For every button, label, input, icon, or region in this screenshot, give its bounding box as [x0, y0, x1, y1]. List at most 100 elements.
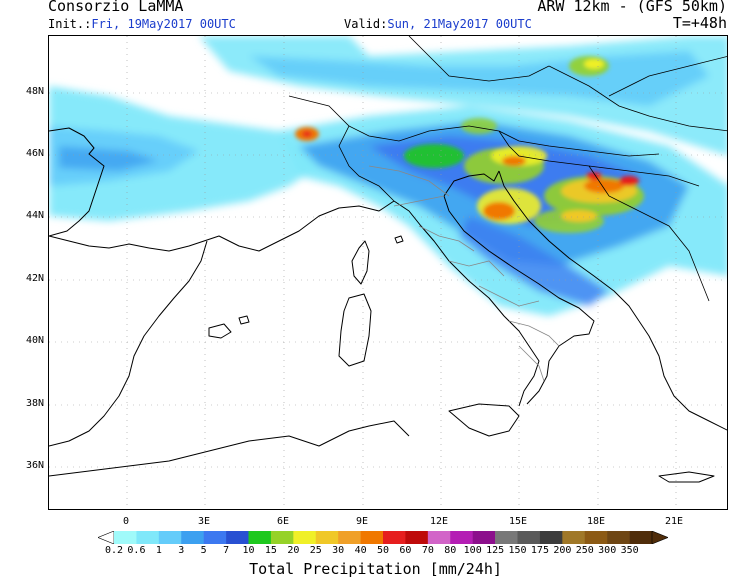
- colorbar-swatch: [136, 531, 160, 544]
- colorbar-label: 70: [421, 545, 434, 556]
- colorbar-label: 300: [598, 545, 617, 556]
- init-time: Init.:Fri, 19May2017 00UTC: [48, 17, 236, 31]
- colorbar-right-arrow: [651, 531, 668, 544]
- init-key: Init.:: [48, 17, 92, 31]
- colorbar-swatch: [517, 531, 541, 544]
- balearic-mallorca: [208, 323, 232, 339]
- coast-iberia-north: [49, 235, 150, 249]
- colorbar-swatch: [427, 531, 451, 544]
- init-value: Fri, 19May2017 00UTC: [91, 17, 236, 31]
- colorbar-label: 125: [486, 545, 505, 556]
- colorbar-label: 200: [553, 545, 572, 556]
- coast-spain-east: [49, 240, 208, 447]
- precip-cores: [295, 56, 644, 233]
- map-canvas: [49, 36, 727, 509]
- colorbar-label: 0.2: [105, 545, 124, 556]
- colorbar-swatch: [629, 531, 653, 544]
- colorbar-swatch: [270, 531, 294, 544]
- colorbar-label: 50: [377, 545, 390, 556]
- colorbar-swatch: [584, 531, 608, 544]
- colorbar-label: 100: [463, 545, 482, 556]
- precipitation-map: [48, 35, 728, 510]
- coast-croatia: [498, 170, 640, 322]
- model-title: ARW 12km - (GFS 50km): [537, 0, 727, 15]
- colorbar-swatch: [158, 531, 182, 544]
- colorbar-swatch: [315, 531, 339, 544]
- crete: [658, 471, 715, 483]
- colorbar-swatch: [539, 531, 563, 544]
- lon-tick-12e: 12E: [430, 516, 449, 527]
- colorbar-swatch: [293, 531, 317, 544]
- colorbar-label: 350: [620, 545, 639, 556]
- colorbar-label: 60: [399, 545, 412, 556]
- colorbar-swatch: [203, 531, 227, 544]
- colorbar-label: 5: [200, 545, 207, 556]
- colorbar-swatch: [383, 531, 406, 544]
- coast-balkans: [638, 320, 727, 431]
- colorbar-label: 0.6: [127, 545, 146, 556]
- lat-tick-38n: 38N: [26, 398, 45, 409]
- coast-italy-east: [443, 195, 595, 405]
- lon-tick-15e: 15E: [509, 516, 528, 527]
- colorbar-swatch: [450, 531, 473, 544]
- colorbar-swatch: [248, 531, 272, 544]
- colorbar-swatch: [495, 531, 518, 544]
- lat-tick-40n: 40N: [26, 335, 45, 346]
- valid-time: Valid:Sun, 21May2017 00UTC: [344, 17, 532, 31]
- colorbar-label: 20: [287, 545, 300, 556]
- coast-france-atlantic: [49, 127, 105, 237]
- lon-tick-0: 0: [123, 516, 130, 527]
- lon-tick-18e: 18E: [587, 516, 606, 527]
- coast-north-africa: [49, 420, 410, 477]
- sardinia: [338, 293, 372, 367]
- colorbar: [98, 531, 668, 544]
- lon-tick-6e: 6E: [277, 516, 290, 527]
- lat-tick-44n: 44N: [26, 210, 45, 221]
- colorbar-swatch: [360, 531, 384, 544]
- lat-tick-48n: 48N: [26, 86, 45, 97]
- elba: [394, 235, 404, 244]
- valid-value: Sun, 21May2017 00UTC: [387, 17, 532, 31]
- lat-tick-46n: 46N: [26, 148, 45, 159]
- colorbar-swatch: [405, 531, 429, 544]
- lat-tick-42n: 42N: [26, 273, 45, 284]
- colorbar-label: 10: [242, 545, 255, 556]
- colorbar-label: 15: [264, 545, 277, 556]
- lon-tick-9e: 9E: [356, 516, 369, 527]
- colorbar-swatch: [181, 531, 204, 544]
- colorbar-title: Total Precipitation [mm/24h]: [249, 560, 502, 578]
- precip-field: [49, 36, 727, 316]
- colorbar-label: 80: [444, 545, 457, 556]
- precip-west-blue: [59, 146, 159, 171]
- colorbar-label: 1: [155, 545, 162, 556]
- colorbar-swatch: [226, 531, 249, 544]
- colorbar-label: 175: [530, 545, 549, 556]
- sicily: [448, 403, 520, 437]
- colorbar-label: 3: [178, 545, 185, 556]
- colorbar-swatch: [114, 531, 137, 544]
- colorbar-swatch: [562, 531, 586, 544]
- italian-regions: [368, 165, 560, 382]
- colorbar-label: 25: [309, 545, 322, 556]
- colorbar-left-arrow: [98, 531, 115, 544]
- colorbar-label: 250: [575, 545, 594, 556]
- colorbar-swatch: [472, 531, 496, 544]
- lon-tick-3e: 3E: [198, 516, 211, 527]
- balearic-menorca: [238, 315, 250, 325]
- country-borders: [288, 36, 727, 302]
- coast-adriatic-north: [443, 170, 500, 197]
- lon-tick-21e: 21E: [665, 516, 684, 527]
- colorbar-label: 7: [223, 545, 230, 556]
- colorbar-label: 150: [508, 545, 527, 556]
- colorbar-swatch: [338, 531, 361, 544]
- org-title: Consorzio LaMMA: [48, 0, 184, 15]
- colorbar-label: 40: [354, 545, 367, 556]
- coast-mediterranean: [148, 200, 395, 252]
- precip-adriatic-tail: [459, 216, 609, 306]
- valid-key: Valid:: [344, 17, 388, 31]
- corsica: [351, 240, 370, 285]
- colorbar-swatch: [607, 531, 630, 544]
- colorbar-label: 30: [332, 545, 345, 556]
- lead-time: T=+48h: [672, 14, 727, 32]
- lat-tick-36n: 36N: [26, 460, 45, 471]
